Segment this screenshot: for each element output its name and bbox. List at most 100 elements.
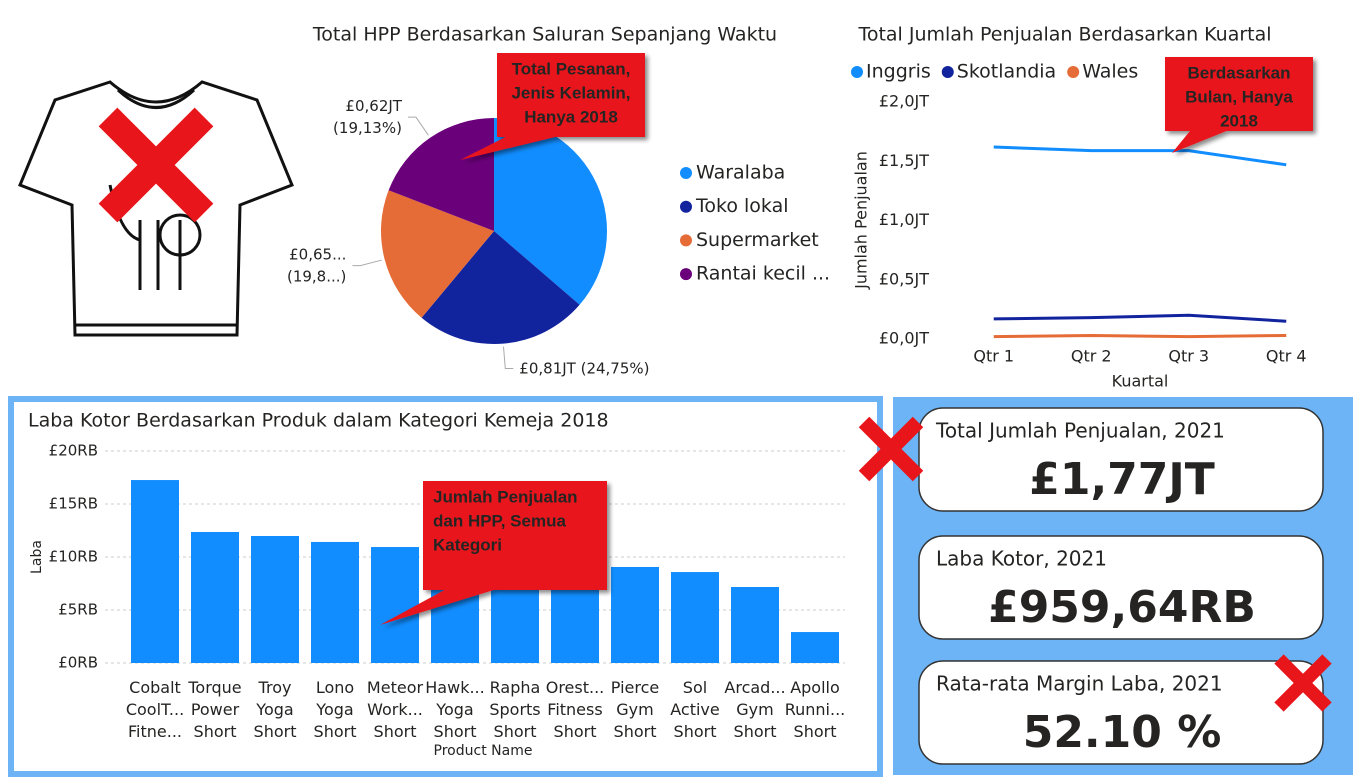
pie-slice [494,118,608,305]
callout-text: 2018 [1220,111,1258,130]
pie-slice [381,190,494,318]
y-axis-label: Laba [29,540,45,574]
x-tick-label: Lono Yoga Short [314,678,357,741]
legend-label: Waralaba [696,162,785,184]
bar [191,531,239,663]
pie-slice [421,231,580,345]
red-x-stroke [1274,654,1332,712]
legend-marker [680,268,692,281]
y-tick-label: £1,0JT [879,210,929,229]
x-tick-label: Qtr 2 [1071,347,1112,366]
callout [1165,57,1313,153]
x-tick-label: Troy Yoga Short [254,678,297,741]
x-tick-label: Orest... Fitness Short [546,678,605,741]
legend-label: Toko lokal [695,195,789,217]
y-tick-label: £15RB [49,495,98,513]
bar [251,536,299,663]
leader-line [407,116,429,136]
red-x-stroke [858,416,924,482]
x-tick-label: Apollo Runni... Short [785,678,846,741]
x-tick-label: Pierce Gym Short [611,678,659,741]
bar [791,632,839,663]
x-tick-label: Sol Active Short [670,678,720,741]
chart-title: Total HPP Berdasarkan Saluran Sepanjang … [312,24,777,46]
x-tick-label: Qtr 1 [973,347,1014,366]
kpi-value: £959,64RB [988,582,1256,633]
callout-text: Hanya 2018 [524,107,618,126]
legend-label: Rantai kecil ... [696,263,830,285]
x-tick-label: Torque Power Short [187,678,241,741]
kpi-label: Rata-rata Margin Laba, 2021 [936,672,1223,696]
shirt-icon [18,80,294,337]
pie-slice [388,117,494,231]
y-tick-label: £10RB [49,548,98,566]
callout-text: Jenis Kelamin, [511,83,630,102]
y-tick-label: £2,0JT [879,92,929,111]
callout [380,481,607,625]
chart-title: Laba Kotor Berdasarkan Produk dalam Kate… [28,410,609,432]
callout-box [423,481,607,590]
kpi-value: £1,77JT [1029,454,1215,505]
legend-label: Supermarket [696,229,819,251]
kpi-card [918,660,1324,765]
series-line [993,145,1287,167]
leader-line [352,259,382,267]
x-tick-label: Qtr 4 [1266,347,1307,366]
chart-title: Total Jumlah Penjualan Berdasarkan Kuart… [857,24,1271,46]
bar [731,586,779,663]
callout [460,53,645,160]
callout-text: Bulan, Hanya [1185,87,1293,106]
series-line [993,333,1287,339]
x-axis-label: Kuartal [1112,372,1169,391]
data-label: £0,65... (19,8...) [287,245,346,285]
callout-box [1165,57,1313,131]
y-tick-label: £0,5JT [879,269,929,288]
y-tick-label: £1,5JT [879,151,929,170]
leader-line [503,346,514,370]
bar [611,566,659,663]
y-tick-label: £20RB [49,442,98,460]
y-tick-label: £5RB [58,601,98,619]
data-label: £0,81JT (24,75%) [519,359,649,377]
red-x-icon [98,107,214,223]
bar [311,541,359,663]
bar [131,480,179,663]
x-axis-label: Product Name [434,743,533,759]
x-tick-label: Arcad... Gym Short [724,678,785,741]
kpi-label: Laba Kotor, 2021 [936,547,1107,571]
callout-text: Kategori [433,535,502,554]
y-tick-label: £0,0JT [879,329,929,348]
red-x-icon [1274,654,1332,712]
kpi-card [918,535,1324,640]
legend-marker [680,234,692,247]
legend-label: Skotlandia [957,61,1056,83]
callout-text: Jumlah Penjualan [433,487,578,506]
data-label: £0,62JT (19,13%) [333,97,403,137]
callout-box [497,53,645,137]
legend-marker [941,66,954,78]
kpi-label: Total Jumlah Penjualan, 2021 [935,419,1225,443]
callout-text: Berdasarkan [1187,63,1290,82]
y-axis-label: Jumlah Penjualan [852,151,871,290]
red-x-stroke [98,107,214,223]
kpi-value: 52.10 % [1023,707,1222,758]
legend-label: Inggris [866,61,931,83]
x-tick-label: Cobalt CoolT... Fitne... [126,678,184,741]
x-tick-label: Meteor Work... Short [367,678,424,741]
legend-label: Wales [1082,61,1138,83]
legend-marker [680,200,692,213]
red-x-icon [858,416,924,482]
bar [371,547,419,663]
x-tick-label: Qtr 3 [1168,347,1209,366]
series-line [993,313,1287,323]
callout-text: Total Pesanan, [512,59,631,78]
callout-text: dan HPP, Semua [433,511,566,530]
legend-marker [851,66,863,78]
x-tick-label: Hawk... Yoga Short [425,678,484,741]
legend-marker [680,167,692,179]
bar [671,572,719,663]
legend-marker [1067,66,1080,78]
y-tick-label: £0RB [58,654,98,672]
